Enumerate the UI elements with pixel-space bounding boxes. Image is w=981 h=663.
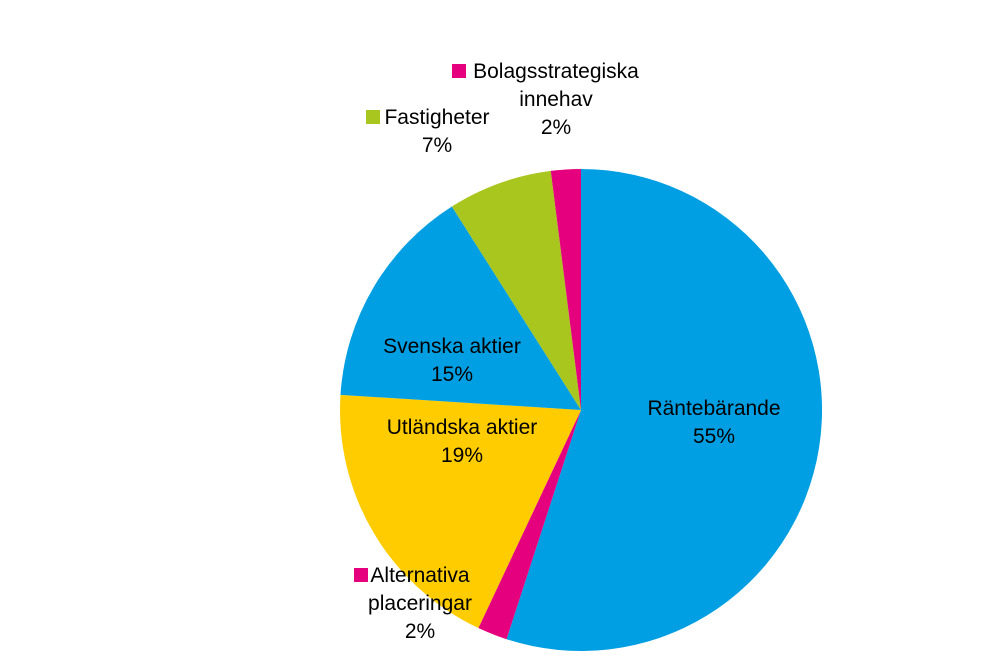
- slice-value-label: 15%: [431, 363, 473, 386]
- slice-label-2: Alternativa placeringar 2%: [354, 564, 472, 643]
- slice-category-label: Alternativa: [370, 564, 470, 587]
- slice-category-label: innehav: [519, 88, 593, 111]
- slice-label-1: Räntebärande 55%: [647, 397, 780, 448]
- slice-label-3: Utländska aktier 19%: [387, 416, 538, 467]
- pie-labels: Räntebärande 55% Alternativa placeringar 2% U…: [354, 60, 781, 643]
- slice-category-label: Utländska aktier: [387, 416, 538, 439]
- pie-slices: [340, 169, 823, 651]
- slice-label-4: Svenska aktier 15%: [383, 335, 521, 386]
- slice-category-label: Svenska aktier: [383, 335, 521, 358]
- pie-slice-5: [451, 170, 581, 410]
- pie-slice-3: [340, 394, 581, 629]
- slice-value-label: 7%: [422, 134, 452, 157]
- pie-slice-4: [340, 206, 581, 410]
- slice-value-label: 2%: [405, 620, 435, 643]
- label-swatch-2: [354, 568, 368, 582]
- slice-category-label: placeringar: [368, 592, 472, 615]
- pie-slice-1: [506, 169, 823, 651]
- slice-category-label: Bolagsstrategiska: [473, 60, 639, 83]
- pie-slice-2: [478, 410, 581, 640]
- slice-category-label: Fastigheter: [384, 106, 489, 129]
- slice-category-label: Räntebärande: [647, 397, 780, 420]
- slice-label-6: Bolagsstrategiska innehav 2%: [452, 60, 639, 139]
- label-swatch-5: [366, 110, 380, 124]
- label-swatch-6: [452, 64, 466, 78]
- slice-value-label: 55%: [693, 425, 735, 448]
- slice-label-5: Fastigheter 7%: [366, 106, 490, 157]
- slice-value-label: 2%: [541, 116, 571, 139]
- slice-value-label: 19%: [441, 444, 483, 467]
- pie-slice-6: [550, 169, 581, 410]
